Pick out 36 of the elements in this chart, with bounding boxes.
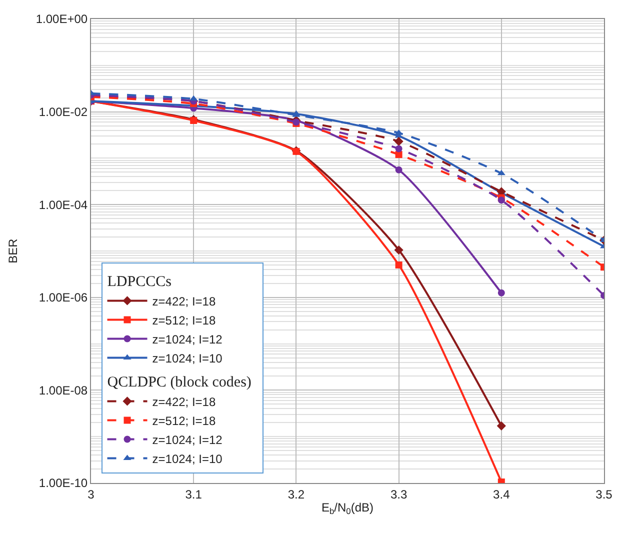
legend-label: z=1024; I=12 [152, 332, 223, 346]
y-tick-label: 1.00E-02 [38, 105, 88, 119]
point [498, 196, 505, 204]
point [394, 136, 404, 146]
x-tick-label: 3.5 [596, 487, 613, 502]
legend-label: z=512; I=18 [152, 414, 216, 428]
x-tick-label: 3.4 [493, 487, 510, 502]
x-tick-label: 3.3 [390, 487, 408, 502]
point [395, 145, 402, 152]
y-tick-label: 1.00E-08 [38, 383, 88, 398]
point [395, 261, 402, 268]
legend-label: z=422; I=18 [152, 294, 216, 308]
annotation: QCLDPC (block codes) [107, 374, 252, 390]
point [395, 151, 402, 158]
legend-label: z=1024; I=10 [152, 452, 223, 466]
x-tick-label: 3.2 [288, 487, 305, 502]
y-tick-label: 1.00E-06 [38, 290, 88, 305]
legend-label: z=1024; I=10 [152, 351, 223, 366]
x-axis-title: E$_{b}$/N$_{0}$(dB) [321, 500, 374, 516]
y-tick-label: 1.00E-04 [38, 198, 88, 212]
legend-label: z=512; I=18 [152, 313, 216, 328]
point [190, 95, 198, 101]
legend-label: z=422; I=18 [152, 394, 216, 409]
y-tick-label: 1.00E-10 [38, 476, 88, 490]
y-tick-label: 1.00E+00 [36, 12, 88, 26]
point [395, 166, 402, 174]
y-axis-title: BER [6, 238, 20, 264]
x-tick-label: 3.1 [185, 487, 202, 502]
point [497, 170, 506, 176]
x-tick-label: 3 [88, 487, 95, 502]
point [496, 421, 506, 430]
annotation: LDPCCCs [107, 274, 172, 290]
point [394, 129, 403, 135]
point [498, 289, 505, 296]
point [394, 245, 404, 255]
legend-label: z=1024; I=12 [152, 432, 223, 447]
